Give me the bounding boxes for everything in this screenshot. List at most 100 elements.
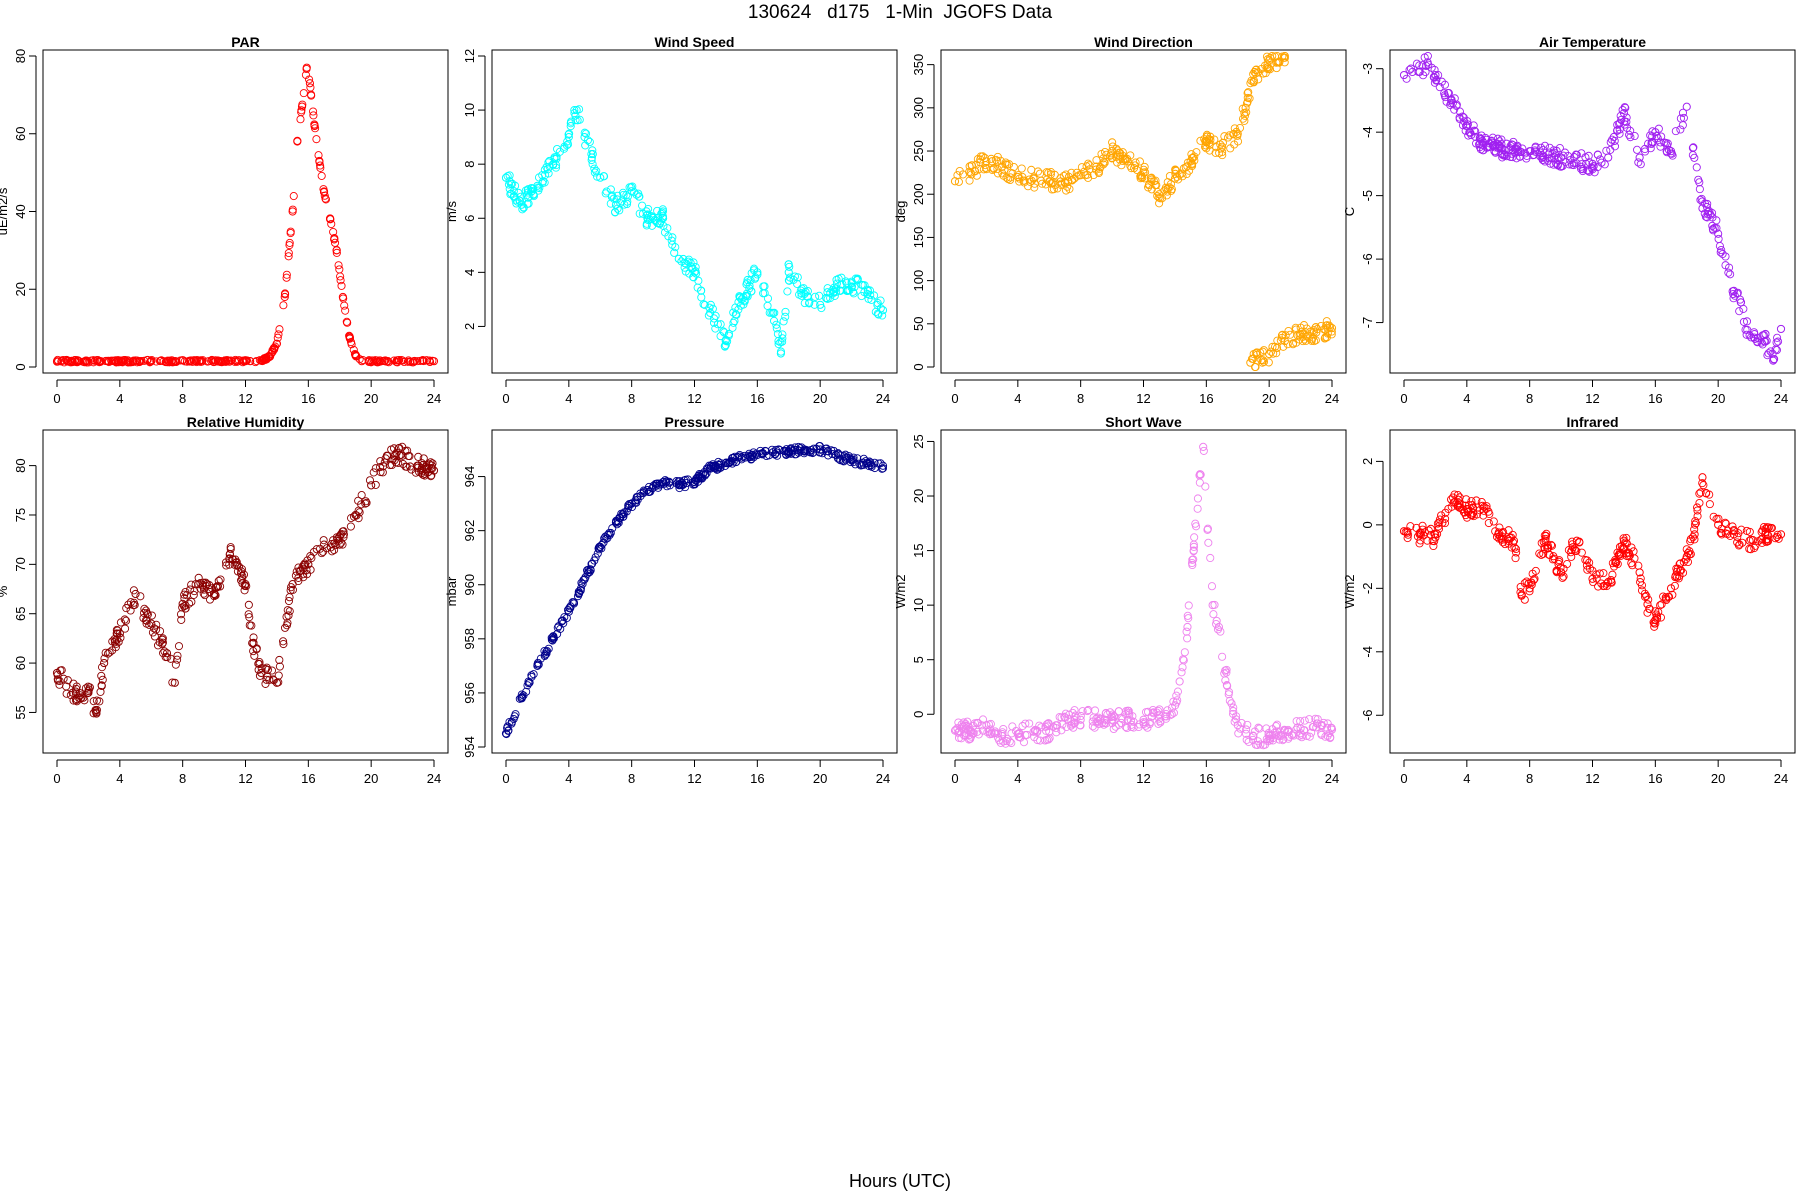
data-point [657, 209, 666, 218]
data-point [1773, 337, 1783, 346]
data-point [71, 696, 81, 705]
data-point [1656, 142, 1665, 151]
data-point [1212, 616, 1221, 625]
data-point [1696, 195, 1705, 204]
data-point [684, 257, 693, 266]
data-point [1698, 473, 1707, 482]
data-point [1745, 536, 1754, 545]
data-point [1292, 338, 1301, 347]
data-point [1570, 153, 1579, 162]
data-point [211, 591, 220, 600]
data-point [1703, 199, 1712, 208]
data-point [623, 192, 632, 201]
data-point [779, 317, 788, 326]
data-point [63, 357, 72, 366]
data-point [1470, 126, 1479, 135]
data-point [1540, 531, 1549, 540]
data-point [558, 616, 567, 625]
data-point [1270, 52, 1279, 61]
data-point [972, 718, 981, 728]
data-point [981, 161, 990, 170]
data-point [152, 357, 161, 366]
data-point [1441, 514, 1450, 523]
data-point [700, 300, 709, 310]
data-point [335, 540, 344, 549]
data-point [1218, 652, 1227, 661]
data-point [686, 258, 695, 268]
data-point [1516, 147, 1525, 156]
data-point [145, 358, 154, 367]
y-tick-label: 80 [13, 458, 28, 472]
data-point [288, 205, 297, 214]
data-point [147, 611, 156, 620]
data-series [1399, 51, 1786, 365]
data-point [207, 355, 216, 365]
data-point [1206, 553, 1215, 563]
data-point [1758, 331, 1767, 340]
y-tick-label: -6 [1360, 253, 1375, 265]
y-tick-label: 0 [911, 711, 926, 718]
data-point [365, 476, 375, 485]
data-point [568, 598, 577, 607]
data-point [1030, 179, 1039, 188]
data-point [873, 309, 882, 318]
data-point [1678, 121, 1687, 130]
data-point [74, 357, 83, 366]
data-point [1141, 168, 1150, 177]
data-point [1284, 725, 1293, 735]
data-point [1698, 197, 1707, 206]
data-point [1061, 186, 1071, 195]
data-point [1620, 103, 1629, 112]
x-tick-label: 12 [1585, 771, 1599, 786]
data-point [140, 604, 149, 613]
data-point [577, 578, 586, 587]
data-point [704, 311, 713, 320]
data-point [702, 469, 711, 478]
data-point [594, 544, 603, 553]
data-point [1530, 146, 1539, 155]
data-point [1229, 703, 1238, 712]
y-axis-label: mbar [444, 576, 459, 606]
data-point [194, 357, 204, 366]
data-point [199, 589, 208, 598]
data-point [1249, 78, 1258, 87]
data-point [853, 276, 862, 285]
data-point [1280, 51, 1289, 61]
data-point [805, 447, 814, 456]
data-point [1296, 323, 1305, 332]
data-point [1317, 730, 1326, 739]
data-point [249, 633, 258, 642]
data-point [346, 522, 355, 531]
data-point [1180, 648, 1189, 657]
data-point [1724, 268, 1733, 277]
data-point [189, 590, 198, 599]
data-point [1014, 171, 1023, 180]
x-tick-label: 4 [1463, 771, 1470, 786]
data-point [1512, 154, 1521, 163]
data-point [708, 304, 717, 313]
data-point [1264, 358, 1273, 367]
y-tick-label: 954 [462, 736, 477, 758]
data-point [832, 275, 841, 284]
data-point [1251, 362, 1260, 372]
panel-title: Air Temperature [1539, 34, 1646, 50]
data-point [1588, 566, 1597, 575]
x-tick-label: 0 [502, 391, 509, 406]
data-point [1772, 346, 1782, 355]
data-point [1463, 120, 1472, 129]
x-axis: 0 4 8 12 16 20 24 [502, 379, 890, 406]
data-point [767, 308, 776, 317]
data-point [823, 284, 832, 293]
y-axis: 55 60 65 70 75 80% [0, 458, 37, 720]
data-point [1415, 539, 1424, 548]
data-point [1537, 550, 1546, 559]
data-point [245, 621, 254, 630]
data-point [1256, 740, 1265, 749]
x-tick-label: 24 [427, 771, 441, 786]
data-point [822, 293, 831, 302]
data-point [1602, 582, 1611, 591]
data-point [1621, 103, 1630, 112]
data-point [1313, 715, 1322, 724]
data-point [565, 129, 574, 138]
data-point [1278, 330, 1287, 339]
